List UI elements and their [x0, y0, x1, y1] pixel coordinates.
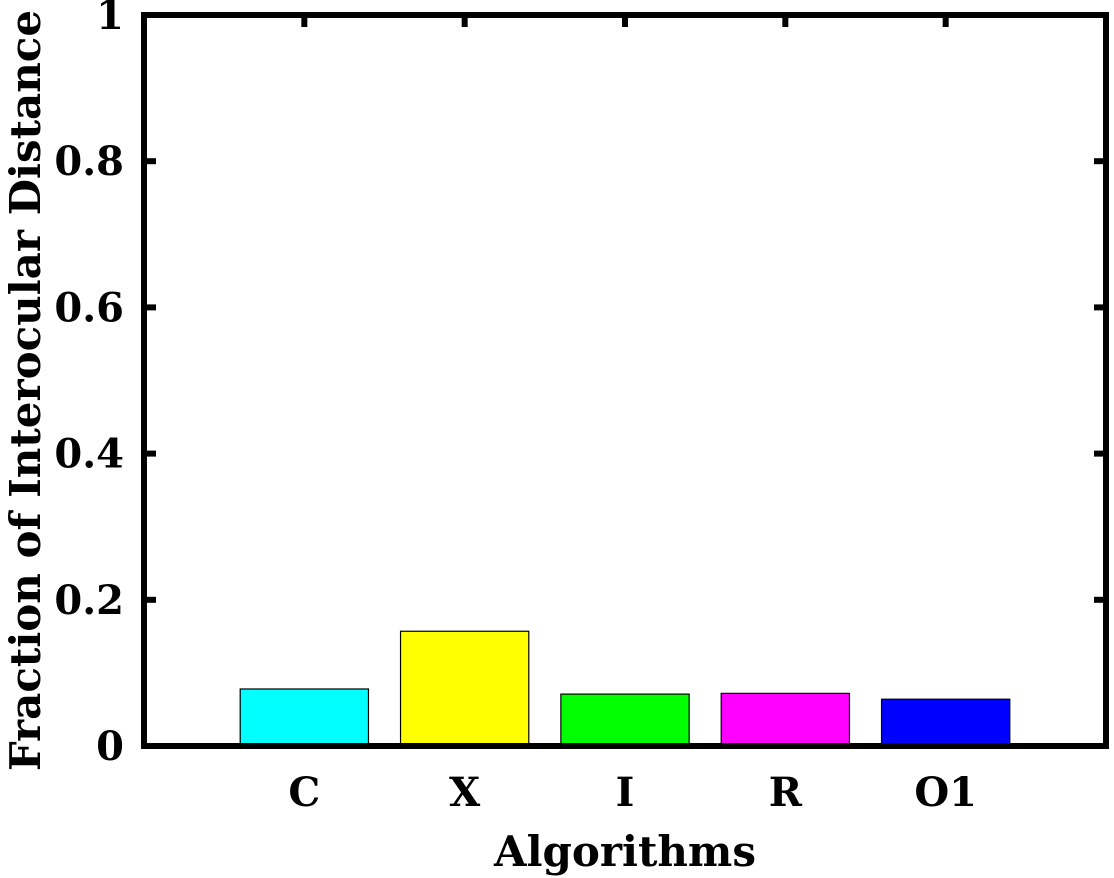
plot-frame: [141, 12, 1109, 749]
y-tick-labels-group: 0 0.2 0.4 0.6 0.8 1: [54, 0, 124, 770]
y-tick-label-3: 0.6: [54, 284, 124, 331]
y-tick-label-4: 0.8: [54, 138, 124, 185]
y-tick-label-0: 0: [96, 723, 124, 770]
x-tick-labels-group: C X I R O1: [288, 769, 977, 816]
bar-i: [560, 693, 690, 747]
x-tick-label-x: X: [449, 769, 480, 816]
y-tick-label-2: 0.4: [54, 431, 124, 478]
y-axis-label: Fraction of Interocular Distance: [1, 10, 50, 771]
y-tick-label-5: 1: [96, 0, 124, 39]
bar-x: [399, 630, 530, 747]
x-tick-label-r: R: [769, 769, 803, 816]
y-ticks-group: [144, 12, 1106, 749]
x-tick-label-o1: O1: [914, 769, 977, 816]
bar-o1: [880, 698, 1011, 747]
x-axis-label: Algorithms: [493, 827, 756, 876]
y-tick-label-1: 0.2: [54, 577, 124, 624]
x-tick-label-c: C: [288, 769, 320, 816]
bar-r: [720, 692, 851, 747]
bars-group: [239, 630, 1011, 747]
bar-c: [239, 688, 370, 747]
x-tick-label-i: I: [616, 769, 635, 816]
